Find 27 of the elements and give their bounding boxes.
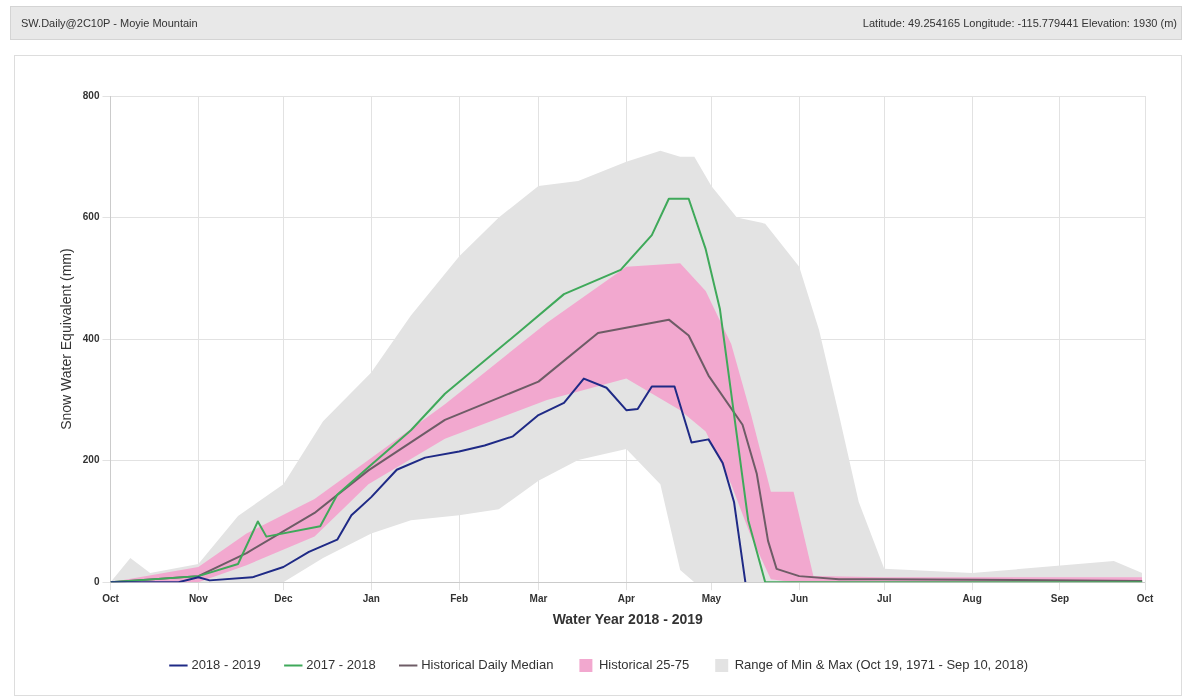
x-tick-label: May	[701, 592, 722, 604]
legend-label: Historical 25-75	[598, 657, 690, 673]
y-tick-label: 400	[82, 332, 100, 344]
x-tick-label: Apr	[617, 592, 636, 604]
x-tick-label: Feb	[450, 592, 468, 604]
x-tick-label: Jul	[877, 592, 892, 604]
x-tick-label: Oct	[102, 592, 120, 604]
x-tick-label: Sep	[1050, 592, 1070, 604]
legend-label: 2017 - 2018	[306, 657, 376, 673]
y-tick-label: 200	[82, 454, 100, 466]
x-tick-label: Jun	[790, 592, 809, 604]
y-tick-label: 0	[93, 575, 100, 587]
x-tick-label: Oct	[1136, 592, 1154, 604]
y-axis-title: Snow Water Equivalent (mm)	[58, 248, 75, 430]
x-tick-label: Nov	[188, 592, 209, 604]
legend-label: Historical Daily Median	[421, 657, 554, 673]
x-tick-label: Dec	[274, 592, 293, 604]
y-tick-label: 800	[82, 89, 100, 101]
chart-subtitle: Latitude: 49.254165 Longitude: -115.779441 Elevation: 1930 (m)	[862, 17, 1177, 29]
chart-title: SW.Daily@2C10P - Moyie Mountain	[21, 17, 198, 29]
x-axis-title: Water Year 2018 - 2019	[552, 611, 704, 628]
x-tick-label: Aug	[962, 592, 982, 604]
x-tick-label: Jan	[362, 592, 380, 604]
x-tick-label: Mar	[529, 592, 548, 604]
legend-label: Range of Min & Max (Oct 19, 1971 - Sep 10, 2018)	[734, 657, 1029, 673]
y-tick-label: 600	[82, 211, 100, 223]
legend-label: 2018 - 2019	[191, 657, 261, 673]
